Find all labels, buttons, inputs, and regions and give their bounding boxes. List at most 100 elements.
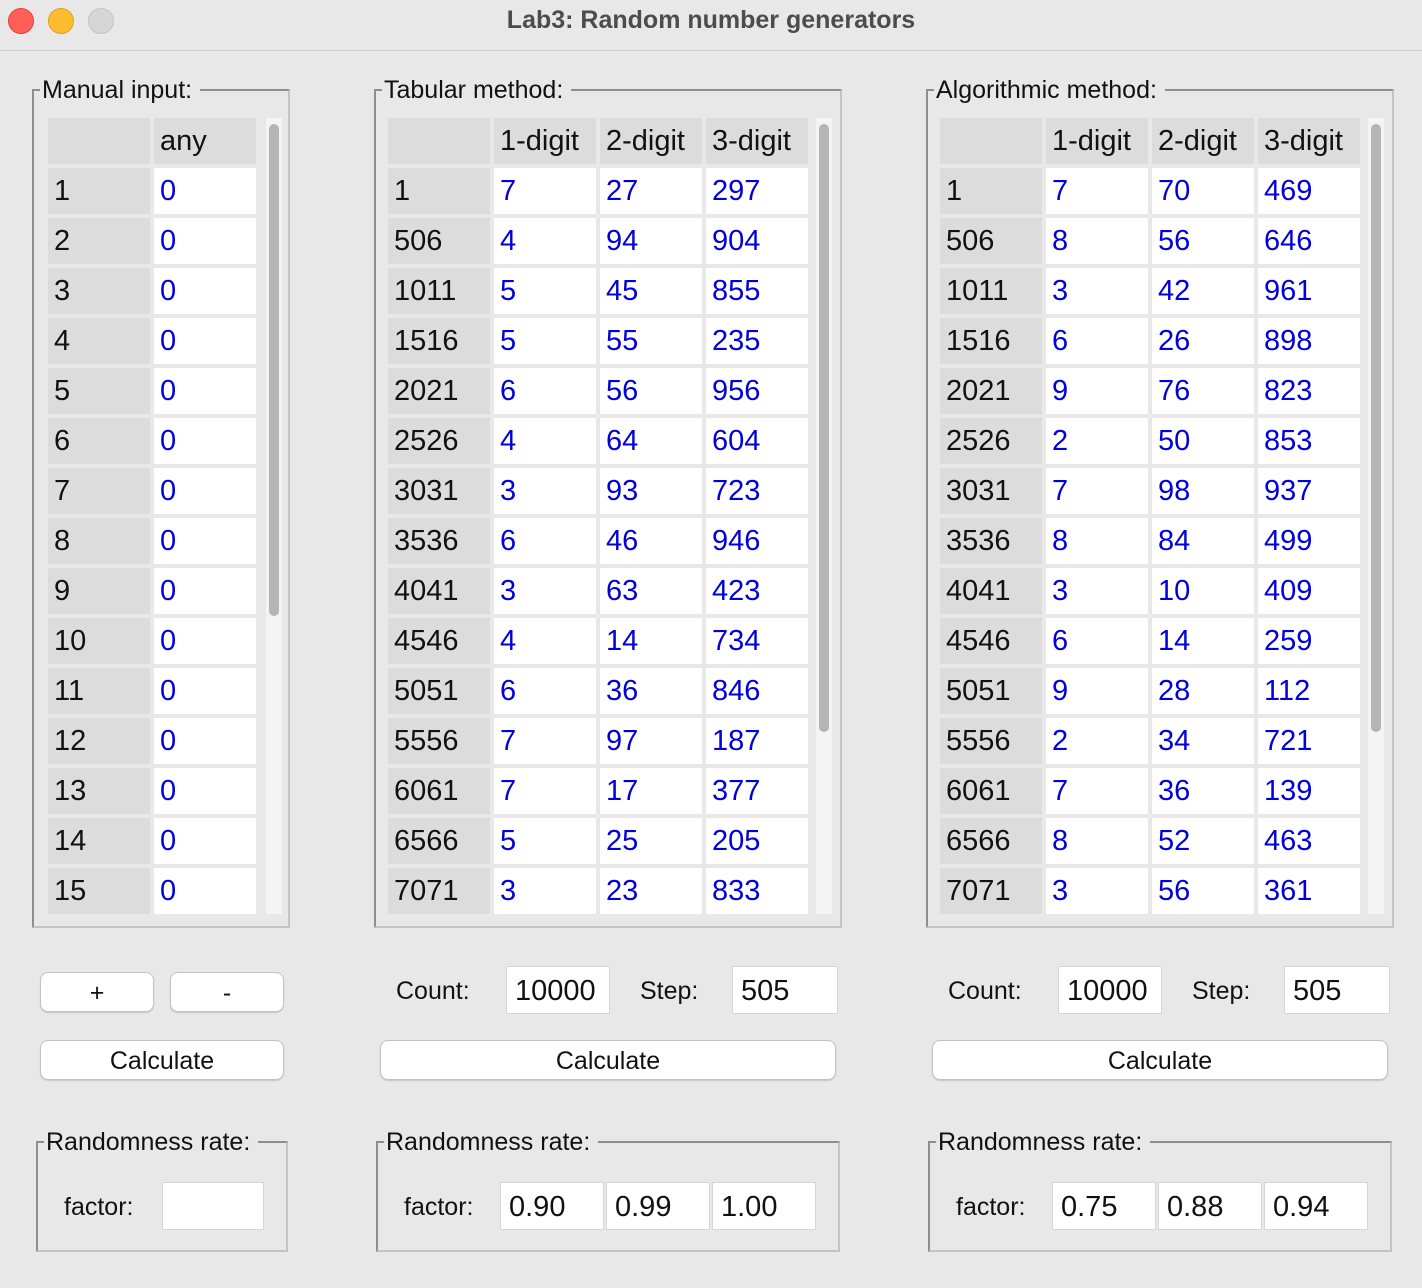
value-cell[interactable]: 34 [1152,718,1254,764]
value-cell[interactable]: 64 [600,418,702,464]
value-cell[interactable]: 7 [1046,768,1148,814]
row-header-cell[interactable]: 4546 [388,618,490,664]
value-cell[interactable]: 3 [494,468,596,514]
row-header-cell[interactable]: 4041 [940,568,1042,614]
row-header-cell[interactable]: 2 [48,218,150,264]
value-cell[interactable]: 7 [494,768,596,814]
value-cell[interactable]: 97 [600,718,702,764]
row-header-cell[interactable]: 1516 [940,318,1042,364]
value-cell[interactable]: 3 [1046,868,1148,914]
column-header-any[interactable]: any [154,118,256,164]
value-cell[interactable]: 469 [1258,168,1360,214]
value-cell[interactable]: 55 [600,318,702,364]
column-header-3-digit[interactable]: 3-digit [1258,118,1360,164]
value-cell[interactable]: 7 [494,168,596,214]
value-cell[interactable]: 25 [600,818,702,864]
value-cell[interactable]: 0 [154,668,256,714]
value-cell[interactable]: 6 [494,668,596,714]
column-header-2-digit[interactable]: 2-digit [600,118,702,164]
value-cell[interactable]: 8 [1046,818,1148,864]
value-cell[interactable]: 5 [494,318,596,364]
algorithmic-count-input[interactable]: 10000 [1058,966,1162,1014]
value-cell[interactable]: 4 [494,418,596,464]
algorithmic-table-scroll-thumb[interactable] [1371,124,1381,732]
row-header-cell[interactable]: 1011 [940,268,1042,314]
value-cell[interactable]: 3 [1046,268,1148,314]
value-cell[interactable]: 8 [1046,518,1148,564]
value-cell[interactable]: 0 [154,868,256,914]
value-cell[interactable]: 5 [494,268,596,314]
row-header-cell[interactable]: 6566 [388,818,490,864]
row-header-cell[interactable]: 506 [940,218,1042,264]
value-cell[interactable]: 14 [600,618,702,664]
tabular-count-input[interactable]: 10000 [506,966,610,1014]
row-header-cell[interactable]: 1011 [388,268,490,314]
row-header-cell[interactable]: 1 [48,168,150,214]
row-header-cell[interactable]: 3031 [940,468,1042,514]
value-cell[interactable]: 6 [1046,318,1148,364]
value-cell[interactable]: 853 [1258,418,1360,464]
tabular-table-scrollbar[interactable] [816,118,832,914]
row-header-cell[interactable]: 6566 [940,818,1042,864]
value-cell[interactable]: 0 [154,718,256,764]
value-cell[interactable]: 56 [1152,868,1254,914]
row-header-cell[interactable]: 3536 [388,518,490,564]
value-cell[interactable]: 297 [706,168,808,214]
value-cell[interactable]: 734 [706,618,808,664]
value-cell[interactable]: 833 [706,868,808,914]
value-cell[interactable]: 904 [706,218,808,264]
row-header-cell[interactable]: 5 [48,368,150,414]
value-cell[interactable]: 0 [154,768,256,814]
value-cell[interactable]: 0 [154,268,256,314]
value-cell[interactable]: 112 [1258,668,1360,714]
value-cell[interactable]: 36 [1152,768,1254,814]
value-cell[interactable]: 3 [494,568,596,614]
remove-row-button[interactable]: - [170,972,284,1012]
value-cell[interactable]: 45 [600,268,702,314]
value-cell[interactable]: 187 [706,718,808,764]
value-cell[interactable]: 2 [1046,418,1148,464]
row-header-cell[interactable]: 5556 [940,718,1042,764]
value-cell[interactable]: 409 [1258,568,1360,614]
row-header-cell[interactable]: 2021 [388,368,490,414]
row-header-cell[interactable]: 1 [388,168,490,214]
value-cell[interactable]: 723 [706,468,808,514]
column-header-1-digit[interactable]: 1-digit [494,118,596,164]
value-cell[interactable]: 46 [600,518,702,564]
add-row-button[interactable]: + [40,972,154,1012]
row-header-cell[interactable]: 3 [48,268,150,314]
value-cell[interactable]: 846 [706,668,808,714]
row-header-cell[interactable]: 4546 [940,618,1042,664]
value-cell[interactable]: 3 [1046,568,1148,614]
value-cell[interactable]: 205 [706,818,808,864]
row-header-cell[interactable]: 1516 [388,318,490,364]
value-cell[interactable]: 5 [494,818,596,864]
value-cell[interactable]: 423 [706,568,808,614]
value-cell[interactable]: 63 [600,568,702,614]
value-cell[interactable]: 956 [706,368,808,414]
value-cell[interactable]: 76 [1152,368,1254,414]
value-cell[interactable]: 0 [154,618,256,664]
value-cell[interactable]: 23 [600,868,702,914]
row-header-cell[interactable]: 5051 [940,668,1042,714]
value-cell[interactable]: 70 [1152,168,1254,214]
column-header-1-digit[interactable]: 1-digit [1046,118,1148,164]
close-window-button[interactable] [8,8,34,34]
algorithmic-calculate-button[interactable]: Calculate [932,1040,1388,1080]
value-cell[interactable]: 98 [1152,468,1254,514]
value-cell[interactable]: 0 [154,318,256,364]
row-header-cell[interactable]: 506 [388,218,490,264]
value-cell[interactable]: 646 [1258,218,1360,264]
algorithmic-step-input[interactable]: 505 [1284,966,1390,1014]
row-header-cell[interactable]: 10 [48,618,150,664]
value-cell[interactable]: 3 [494,868,596,914]
value-cell[interactable]: 7 [494,718,596,764]
value-cell[interactable]: 36 [600,668,702,714]
row-header-cell[interactable]: 14 [48,818,150,864]
row-header-cell[interactable]: 15 [48,868,150,914]
value-cell[interactable]: 6 [1046,618,1148,664]
value-cell[interactable]: 961 [1258,268,1360,314]
row-header-cell[interactable]: 4 [48,318,150,364]
value-cell[interactable]: 14 [1152,618,1254,664]
value-cell[interactable]: 93 [600,468,702,514]
